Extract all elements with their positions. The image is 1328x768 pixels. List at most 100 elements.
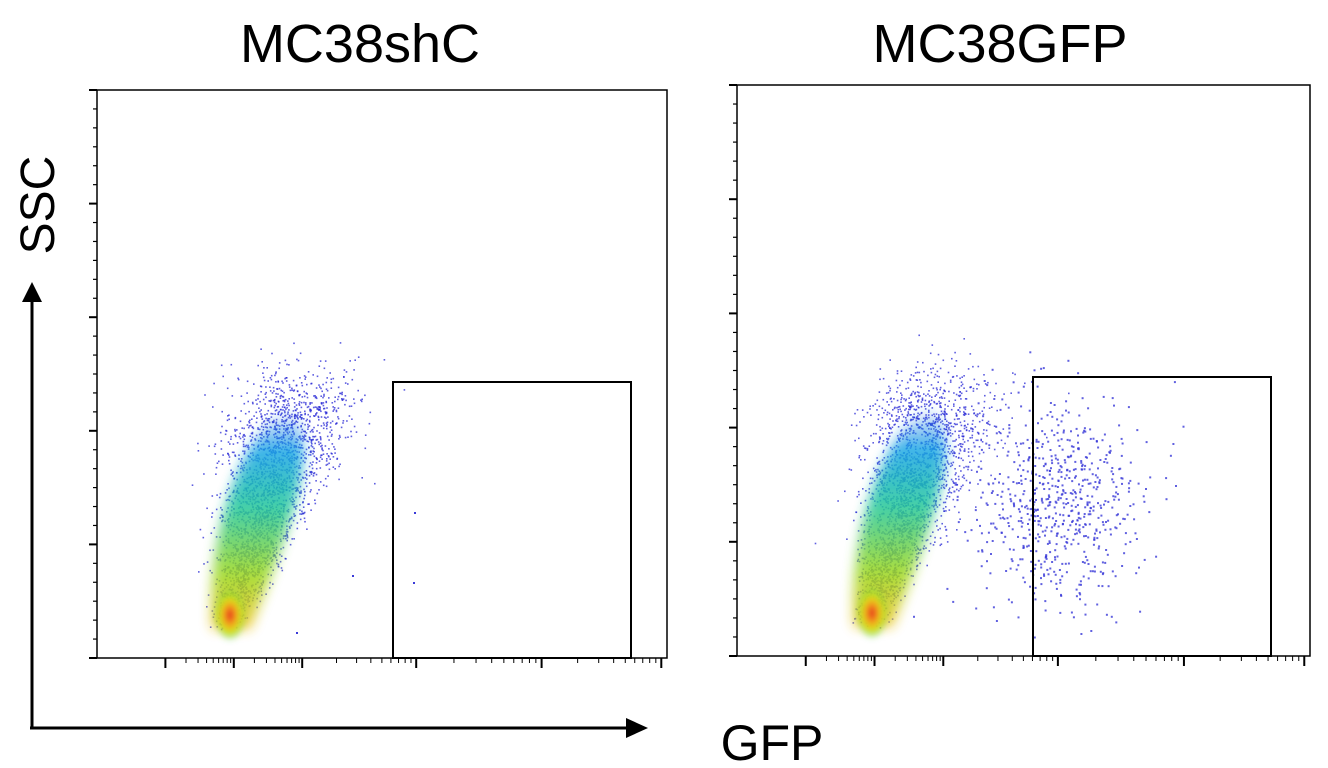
event-dot — [946, 460, 949, 462]
event-dot — [887, 437, 890, 440]
event-dot — [881, 416, 884, 419]
event-dot — [848, 468, 851, 471]
event-dot — [233, 477, 236, 480]
y-axis-label: SSC — [12, 156, 65, 255]
event-dot — [265, 386, 267, 388]
event-dot — [191, 484, 194, 486]
event-dot — [881, 442, 884, 445]
event-dot — [220, 364, 223, 367]
event-dot — [959, 406, 961, 409]
event-dot — [976, 415, 978, 418]
event-dot — [248, 410, 250, 413]
event-dot — [302, 506, 305, 508]
event-dot — [268, 587, 271, 589]
event-dot — [919, 562, 921, 565]
event-dot — [936, 370, 939, 373]
event-dot — [984, 394, 986, 397]
event-dot — [866, 411, 869, 414]
event-dot — [288, 384, 291, 386]
event-dot — [232, 471, 234, 473]
event-dot — [344, 395, 347, 397]
event-dot — [264, 423, 267, 426]
event-dot — [269, 400, 272, 403]
event-dot — [302, 454, 305, 457]
event-dot — [882, 440, 885, 442]
event-dot — [890, 414, 893, 416]
event-dot — [939, 406, 941, 408]
event-dot — [947, 371, 950, 374]
event-dot — [338, 478, 340, 481]
event-dot — [879, 437, 881, 439]
event-dot — [316, 375, 319, 378]
event-dot — [337, 416, 339, 418]
event-dot — [928, 390, 930, 392]
event-dot — [206, 606, 208, 608]
event-dot — [298, 403, 300, 405]
event-dot — [234, 428, 236, 431]
event-dot — [332, 406, 334, 408]
event-dot — [280, 548, 282, 550]
event-dot — [881, 427, 884, 430]
event-dot — [260, 409, 262, 411]
event-dot — [950, 451, 953, 453]
event-dot — [954, 473, 957, 476]
event-dot — [306, 478, 308, 480]
event-dot — [931, 396, 933, 398]
event-dot — [335, 409, 338, 412]
event-dot — [317, 441, 320, 443]
event-dot — [959, 449, 962, 452]
event-dot — [295, 409, 297, 412]
event-dot — [943, 510, 945, 512]
event-dot — [879, 378, 881, 381]
event-dot — [235, 471, 238, 474]
event-dot — [928, 550, 931, 552]
event-dot — [347, 383, 349, 385]
event-dot — [308, 438, 311, 441]
event-dot — [972, 409, 975, 411]
event-dot — [325, 464, 328, 466]
event-dot — [963, 441, 966, 443]
event-dot — [299, 485, 302, 488]
event-dot — [261, 418, 264, 420]
event-dot — [956, 529, 958, 531]
event-dot — [280, 394, 282, 397]
event-dot — [949, 432, 952, 434]
event-dot — [319, 437, 322, 439]
event-dot — [894, 406, 896, 409]
event-dot — [296, 416, 299, 419]
event-dot — [309, 410, 312, 413]
event-dot — [933, 508, 936, 511]
event-dot — [944, 464, 946, 466]
event-dot — [914, 391, 916, 394]
event-dot — [896, 406, 898, 409]
event-dot — [872, 442, 874, 444]
right-panel-title: MC38GFP — [872, 14, 1127, 74]
event-dot — [890, 428, 892, 430]
event-dot — [286, 534, 288, 536]
event-dot — [277, 411, 280, 414]
event-dot — [272, 583, 274, 585]
event-dot — [929, 403, 932, 405]
event-dot — [238, 454, 240, 456]
event-dot — [920, 401, 923, 403]
event-dot — [321, 444, 323, 447]
event-dot — [905, 423, 907, 425]
event-dot — [967, 413, 970, 415]
event-dot — [875, 432, 877, 435]
event-dot — [211, 572, 213, 574]
event-dot — [908, 402, 910, 404]
event-dot — [273, 406, 276, 409]
event-dot — [945, 483, 948, 486]
event-dot — [258, 407, 260, 409]
event-dot — [900, 398, 902, 401]
event-dot — [967, 448, 970, 450]
event-dot — [353, 398, 355, 400]
event-dot — [309, 437, 311, 439]
event-dot — [879, 425, 881, 428]
event-dot — [246, 392, 248, 394]
event-dot — [275, 372, 277, 375]
event-dot — [316, 458, 318, 461]
event-dot — [942, 507, 945, 510]
event-dot — [957, 444, 960, 446]
event-dot — [273, 401, 276, 404]
